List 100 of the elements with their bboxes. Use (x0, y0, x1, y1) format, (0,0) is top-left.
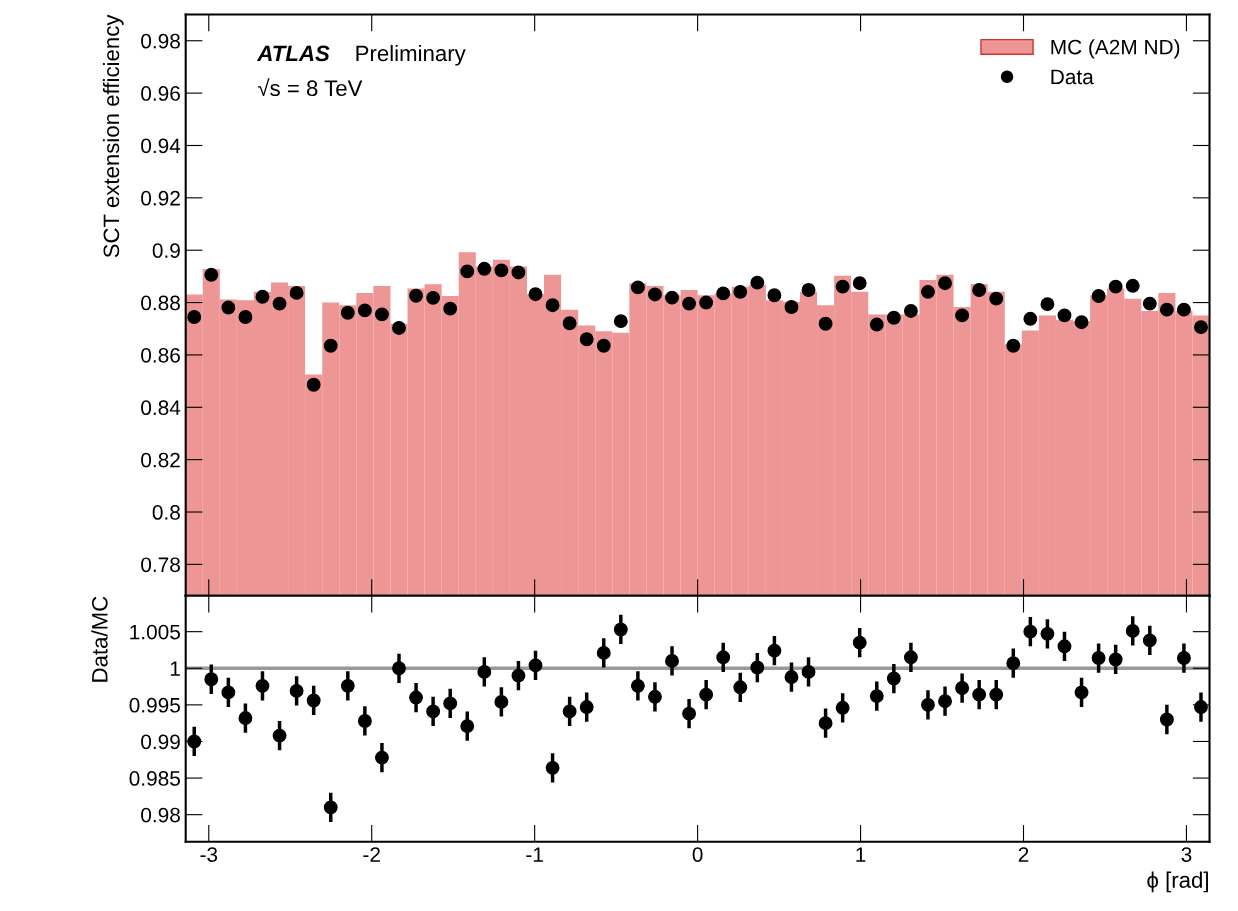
y-tick-label: 1.005 (130, 624, 180, 640)
point (340, 678, 355, 693)
point (374, 750, 389, 765)
y-axis-title: Data/MC (91, 596, 108, 682)
point (477, 261, 492, 276)
point (750, 660, 765, 675)
point (238, 310, 253, 324)
point (750, 275, 765, 290)
point (989, 687, 1004, 702)
point (306, 377, 321, 392)
point (1176, 651, 1191, 665)
point (1074, 315, 1089, 330)
point (784, 300, 799, 314)
point (1194, 320, 1208, 335)
point (1006, 656, 1021, 671)
point (255, 678, 270, 693)
point (613, 314, 628, 329)
point (972, 283, 987, 297)
point (767, 288, 782, 303)
point (648, 689, 662, 704)
x-tick-label: 0 (692, 847, 703, 862)
point (562, 316, 577, 331)
point (1125, 623, 1140, 638)
point (767, 643, 782, 658)
point (1057, 308, 1072, 323)
point (835, 279, 850, 294)
point (374, 307, 389, 322)
point (1108, 652, 1123, 667)
point (1142, 296, 1157, 311)
point (272, 728, 287, 743)
x-tick-label: 2 (1018, 847, 1029, 862)
point (272, 296, 287, 311)
point (665, 290, 679, 305)
x-tick-label: -2 (363, 847, 380, 862)
x-axis-title: ϕ [rad] (1147, 871, 1208, 893)
x-tick-label: -3 (200, 847, 218, 862)
y-tick-label: 0.94 (141, 138, 181, 154)
point (1159, 712, 1174, 727)
point (1057, 639, 1072, 654)
annotation: Preliminary (356, 44, 466, 66)
y-tick-label: 0.98 (141, 807, 180, 823)
y-tick-label: 0.8 (152, 505, 180, 520)
point (921, 284, 935, 299)
point (323, 800, 338, 815)
point (289, 285, 304, 300)
y-tick-label: 0.9 (152, 243, 180, 258)
point (306, 693, 321, 708)
point (630, 678, 645, 693)
point (938, 276, 952, 291)
point (921, 697, 935, 712)
point (1006, 338, 1021, 353)
point (801, 664, 816, 679)
point (357, 714, 372, 728)
point (357, 303, 372, 318)
point (460, 264, 475, 279)
point (699, 295, 714, 310)
point (1023, 624, 1038, 639)
point (733, 284, 748, 299)
point (955, 681, 970, 695)
point (903, 650, 918, 665)
point (1159, 302, 1174, 317)
point (869, 317, 884, 332)
point (494, 694, 509, 709)
point (579, 700, 594, 715)
point (340, 305, 355, 320)
point (1040, 626, 1055, 641)
point (204, 267, 219, 282)
point (187, 734, 202, 749)
point (886, 671, 901, 686)
point (426, 704, 441, 719)
annotation: ATLAS (256, 45, 330, 62)
y-tick-label: 0.82 (141, 452, 180, 468)
y-tick-label: 0.84 (141, 400, 181, 416)
point (784, 670, 799, 684)
point (903, 303, 918, 318)
y-tick-label: 0.88 (141, 295, 180, 311)
point (511, 265, 526, 280)
point (562, 704, 577, 719)
point (1125, 278, 1140, 293)
y-tick-label: 0.92 (141, 190, 180, 206)
point (699, 687, 714, 702)
point (716, 286, 731, 301)
point (818, 716, 833, 731)
y-tick-label: 0.78 (141, 557, 180, 573)
y-tick-label: 0.99 (141, 734, 180, 750)
point (886, 310, 901, 325)
point (1142, 633, 1157, 648)
point (443, 696, 458, 711)
point (221, 300, 236, 315)
point (238, 711, 253, 725)
point (187, 310, 202, 324)
x-tick-label: -1 (526, 847, 543, 862)
point (579, 332, 594, 347)
annotation: √s = 8 TeV (257, 78, 363, 97)
legend-label: Data (1051, 69, 1094, 85)
point (255, 289, 270, 304)
y-axis-title: SCT extension efficiency (102, 14, 124, 258)
point (545, 298, 560, 313)
point (835, 700, 850, 715)
point (323, 338, 338, 353)
